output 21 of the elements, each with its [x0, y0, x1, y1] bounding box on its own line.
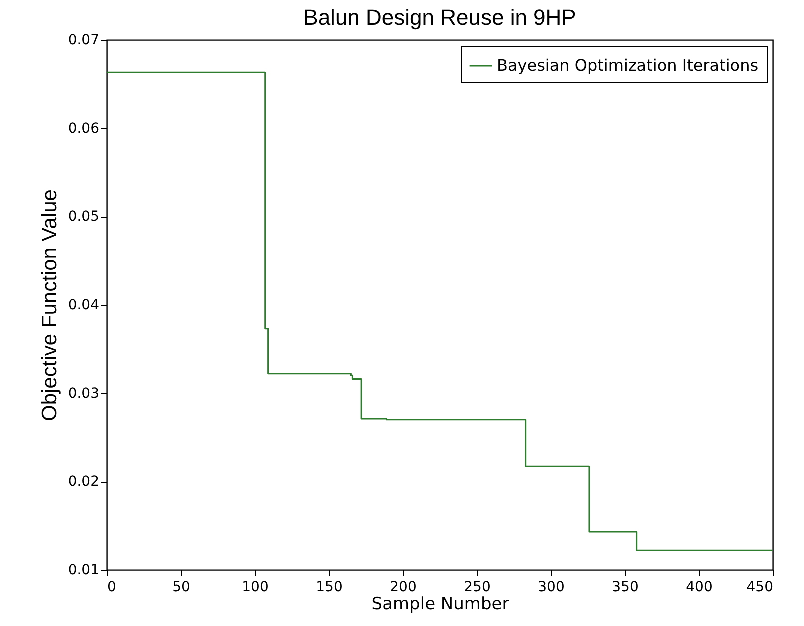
y-tick-label: 0.01	[68, 562, 100, 578]
legend-label: Bayesian Optimization Iterations	[497, 56, 759, 75]
x-tick-label: 150	[316, 580, 343, 596]
x-tick-label: 350	[612, 580, 639, 596]
x-tick-label: 300	[538, 580, 565, 596]
x-tick-label: 50	[172, 580, 190, 596]
y-axis-title: Objective Function Value	[38, 190, 62, 422]
y-tick-label: 0.05	[68, 209, 100, 226]
x-tick-label: 450	[746, 580, 774, 596]
y-tick-label: 0.07	[68, 32, 100, 48]
x-tick-label: 100	[242, 580, 269, 596]
y-tick-label: 0.06	[68, 120, 100, 137]
x-tick-label: 200	[390, 580, 417, 596]
chart-title: Balun Design Reuse in 9HP	[304, 5, 576, 30]
x-axis-title: Sample Number	[372, 594, 510, 614]
y-tick-label: 0.03	[68, 386, 100, 402]
x-tick-label: 0	[108, 580, 116, 596]
x-tick-label: 400	[686, 580, 713, 596]
y-tick-label: 0.04	[68, 298, 100, 314]
x-tick-label: 250	[464, 580, 491, 596]
y-tick-label: 0.02	[68, 474, 100, 490]
